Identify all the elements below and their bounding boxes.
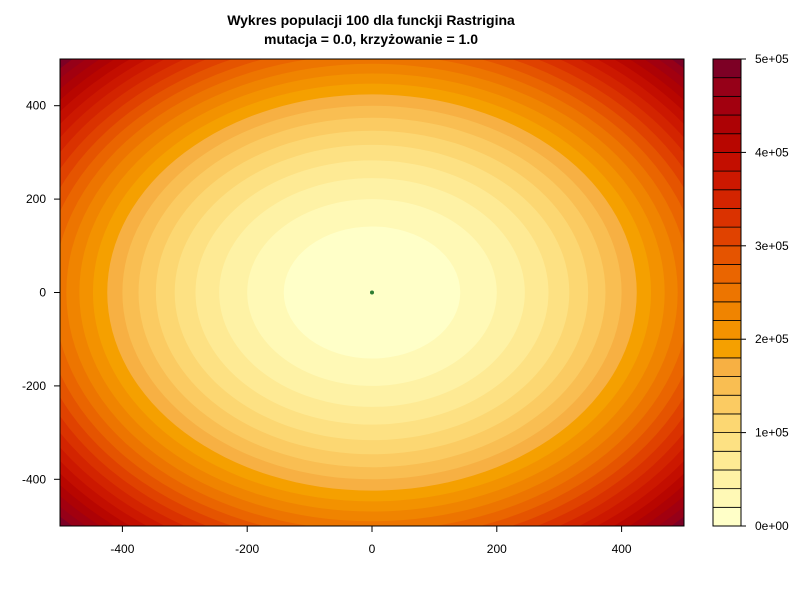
- legend-swatch: [712, 488, 742, 508]
- chart-title-line-1: Wykres populacji 100 dla funckji Rastrig…: [227, 12, 515, 28]
- legend-swatch: [712, 450, 742, 471]
- legend-swatch: [712, 208, 742, 228]
- y-tick-label: -400: [22, 472, 46, 486]
- legend-swatch: [712, 376, 742, 396]
- y-tick-label: 200: [26, 192, 46, 206]
- legend-swatch: [712, 226, 742, 247]
- x-tick-label: -200: [235, 542, 259, 556]
- legend-swatch: [712, 151, 742, 172]
- legend-swatch: [712, 469, 742, 490]
- legend-swatch: [712, 506, 742, 527]
- legend-swatch: [712, 114, 742, 135]
- x-tick-label: 200: [487, 542, 507, 556]
- x-tick-label: -400: [110, 542, 134, 556]
- x-axis: -400 -200 0 200 400: [110, 525, 632, 556]
- chart-title-line-2: mutacja = 0.0, krzyżowanie = 1.0: [264, 31, 478, 47]
- legend-tick-label: 2e+05: [755, 332, 789, 346]
- legend-swatch: [712, 357, 742, 377]
- x-tick-label: 400: [612, 542, 632, 556]
- legend-swatch: [712, 245, 742, 265]
- y-tick-label: -200: [22, 379, 46, 393]
- legend-swatch: [712, 264, 742, 284]
- y-tick-label: 0: [39, 286, 46, 300]
- legend-swatch: [712, 413, 742, 434]
- legend-border: [712, 58, 742, 527]
- legend-tick-label: 5e+05: [755, 52, 789, 66]
- legend-swatch: [712, 320, 742, 340]
- population-point: [370, 290, 374, 295]
- population-layer: [370, 290, 374, 295]
- y-tick-label: 400: [26, 99, 46, 113]
- legend-swatch: [712, 170, 742, 191]
- legend-swatch: [712, 58, 742, 79]
- legend-swatch: [712, 95, 742, 116]
- color-legend: 0e+00 1e+05 2e+05 3e+05 4e+05 5e+05: [712, 52, 789, 533]
- legend-tick-label: 3e+05: [755, 239, 789, 253]
- legend-tick-label: 1e+05: [755, 426, 789, 440]
- x-tick-label: 0: [369, 542, 376, 556]
- legend-swatch: [712, 77, 742, 97]
- legend-swatch: [712, 432, 742, 452]
- plot-border: [59, 58, 685, 527]
- legend-swatch: [712, 133, 742, 153]
- y-axis: -400 -200 0 200 400: [22, 99, 61, 486]
- legend-swatch: [712, 338, 742, 359]
- legend-tick-label: 4e+05: [755, 145, 789, 159]
- legend-swatch: [712, 189, 742, 209]
- legend-swatch: [712, 282, 742, 303]
- legend-swatch: [712, 394, 742, 415]
- legend-swatch: [712, 301, 742, 321]
- legend-tick-label: 0e+00: [755, 519, 789, 533]
